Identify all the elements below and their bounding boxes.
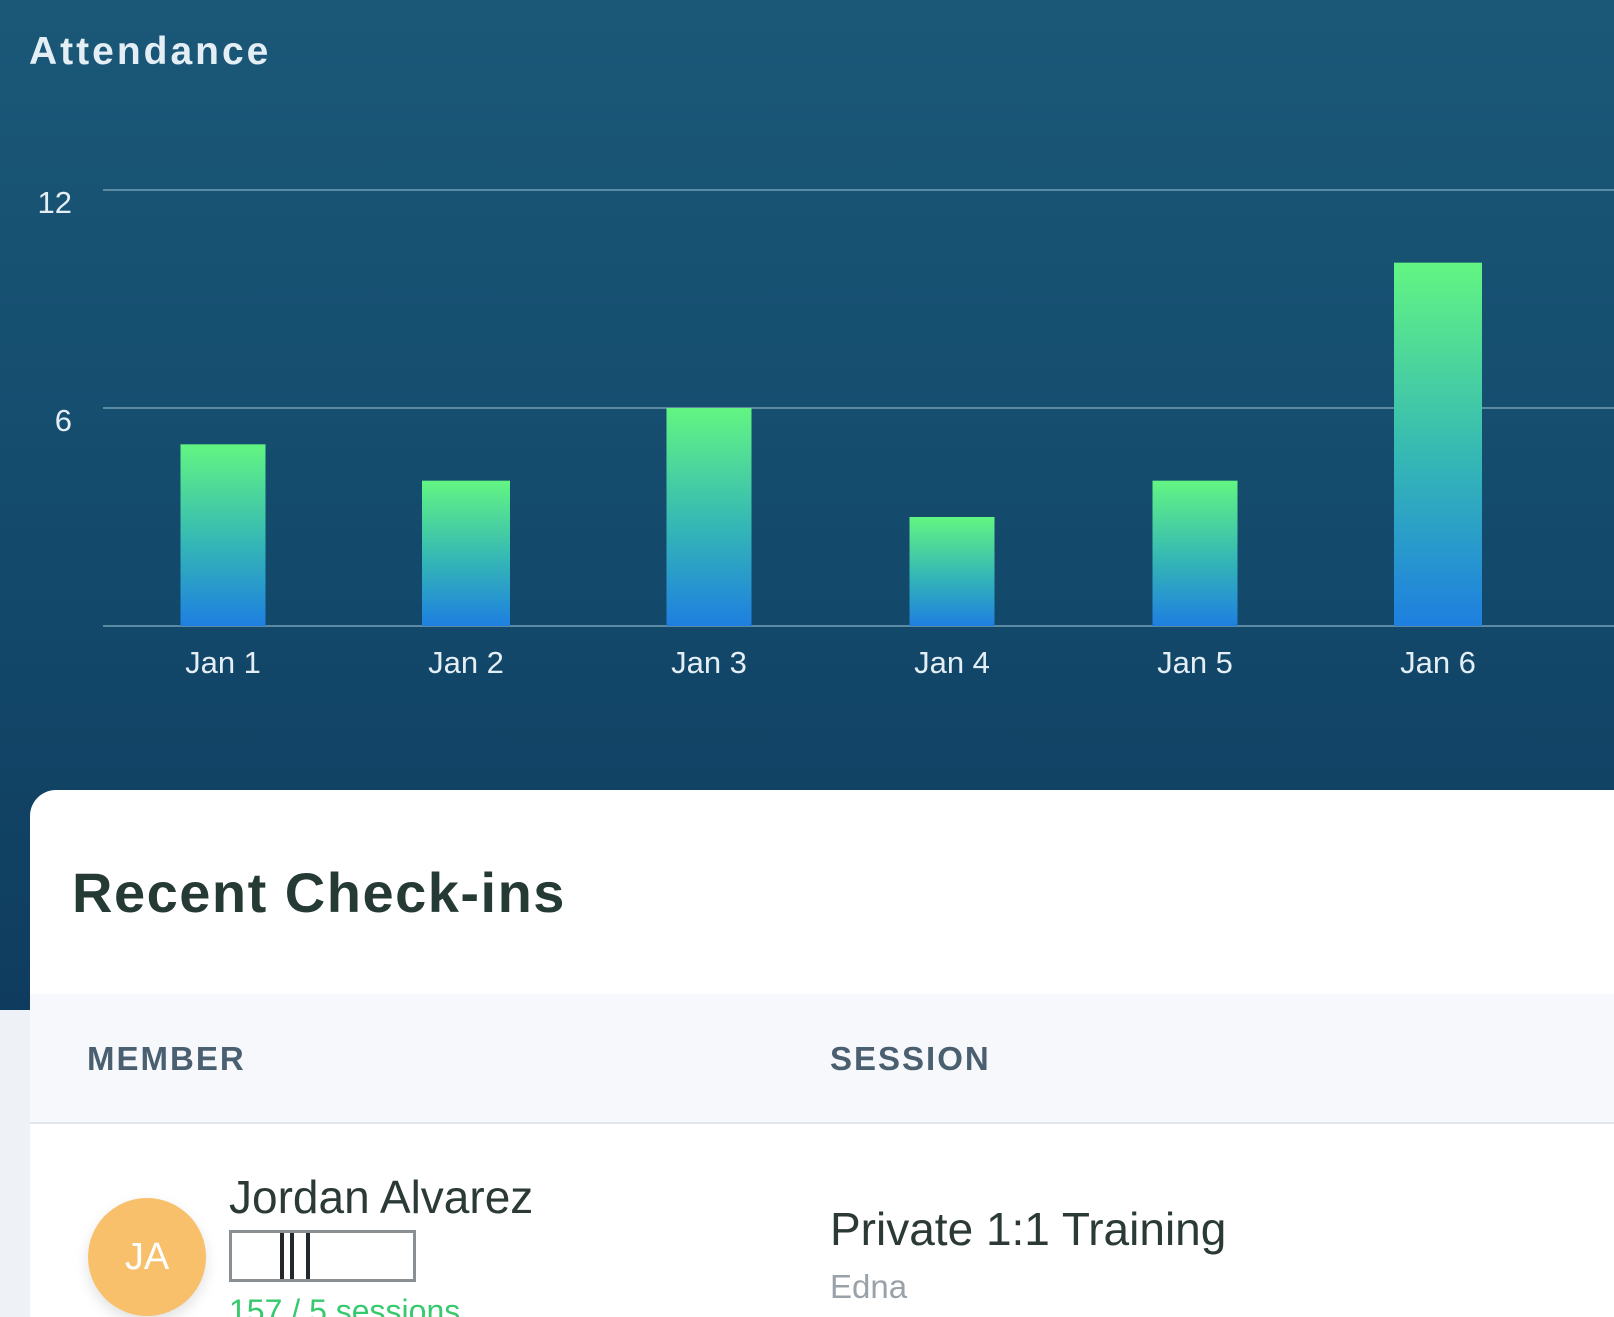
member-name[interactable]: Jordan Alvarez [229,1171,534,1223]
x-tick-label: Jan 1 [185,645,261,680]
bar-jan-2[interactable] [422,480,510,626]
table-header [30,994,1614,1124]
column-header-session[interactable]: SESSION [830,1040,991,1077]
y-tick-label: 6 [55,403,72,438]
column-header-member[interactable]: MEMBER [87,1040,246,1077]
belt-stripe [306,1233,310,1279]
belt-stripe [290,1233,294,1279]
bar-jan-3[interactable] [666,408,752,626]
belt-stripe [280,1233,284,1279]
recent-checkins-title: Recent Check-ins [72,861,566,924]
belt-rank-icon [229,1230,416,1282]
attendance-title: Attendance [29,30,272,73]
x-tick-label: Jan 4 [914,645,990,680]
session-coach: Edna [830,1268,908,1305]
sessions-count: 157 / 5 sessions [229,1293,461,1317]
x-tick-label: Jan 2 [428,645,504,680]
x-tick-label: Jan 5 [1157,645,1233,680]
bar-jan-5[interactable] [1152,480,1238,626]
x-tick-label: Jan 3 [671,645,747,680]
bar-jan-6[interactable] [1394,262,1482,626]
bar-jan-1[interactable] [180,444,266,626]
session-title[interactable]: Private 1:1 Training [830,1203,1227,1255]
bar-jan-4[interactable] [909,517,995,626]
x-tick-label: Jan 6 [1400,645,1476,680]
y-tick-label: 12 [38,185,72,220]
attendance-bar-chart: 6 12 Jan 1 Jan 2 Jan 3 Jan 4 Jan 5 Jan 6 [38,185,1614,680]
avatar[interactable]: JA [88,1198,206,1316]
